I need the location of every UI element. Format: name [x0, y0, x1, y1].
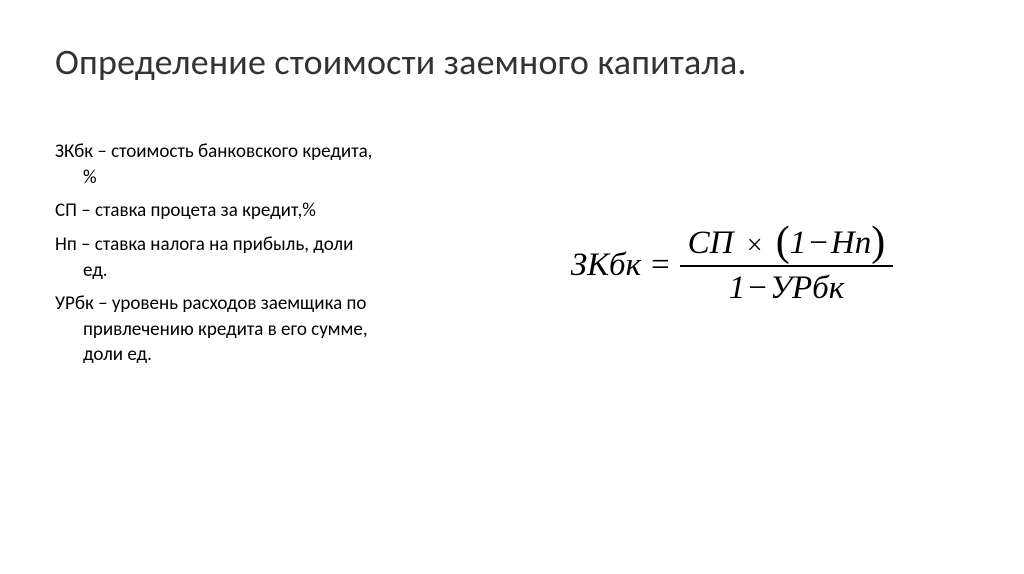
- formula: ЗКбк = СП × (1−Нп) 1−УРбк: [571, 225, 894, 307]
- definition-np: Нп – ставка налога на прибыль, доли ед.: [55, 232, 465, 283]
- fraction-bar: [680, 265, 894, 267]
- definition-text: ЗКбк – стоимость банковского кредита,: [55, 140, 372, 163]
- left-paren: (: [776, 219, 790, 265]
- fraction: СП × (1−Нп) 1−УРбк: [680, 225, 894, 307]
- definition-cont: привлечению кредита в его сумме,: [55, 317, 465, 343]
- definition-urbk: УРбк – уровень расходов заемщика по прив…: [55, 291, 465, 368]
- definitions-list: ЗКбк – стоимость банковского кредита, % …: [55, 139, 465, 376]
- definition-cont: доли ед.: [55, 342, 465, 368]
- num-one: 1: [790, 225, 807, 261]
- times-sign: ×: [747, 230, 763, 261]
- slide-title: Определение стоимости заемного капитала.: [55, 40, 969, 84]
- num-hn: Нп: [831, 225, 871, 261]
- content-row: ЗКбк – стоимость банковского кредита, % …: [55, 139, 969, 376]
- minus-sign: −: [748, 270, 767, 306]
- definition-text: Нп – ставка налога на прибыль, доли: [55, 233, 353, 256]
- num-sp: СП: [688, 225, 734, 261]
- den-one: 1: [729, 270, 746, 306]
- formula-area: ЗКбк = СП × (1−Нп) 1−УРбк: [465, 139, 969, 307]
- definition-text: УРбк – уровень расходов заемщика по: [55, 292, 366, 315]
- formula-lhs: ЗКбк: [571, 247, 641, 284]
- slide: Определение стоимости заемного капитала.…: [0, 0, 1024, 574]
- minus-sign: −: [809, 225, 828, 261]
- definition-zkbk: ЗКбк – стоимость банковского кредита, %: [55, 139, 465, 190]
- fraction-denominator: 1−УРбк: [721, 270, 853, 307]
- den-urbk: УРбк: [770, 270, 844, 306]
- definition-cont: %: [55, 165, 465, 191]
- fraction-numerator: СП × (1−Нп): [680, 225, 894, 262]
- definition-cont: ед.: [55, 258, 465, 284]
- right-paren: ): [871, 219, 885, 265]
- definition-sp: СП – ставка процета за кредит,%: [55, 198, 465, 224]
- equals-sign: =: [651, 247, 670, 284]
